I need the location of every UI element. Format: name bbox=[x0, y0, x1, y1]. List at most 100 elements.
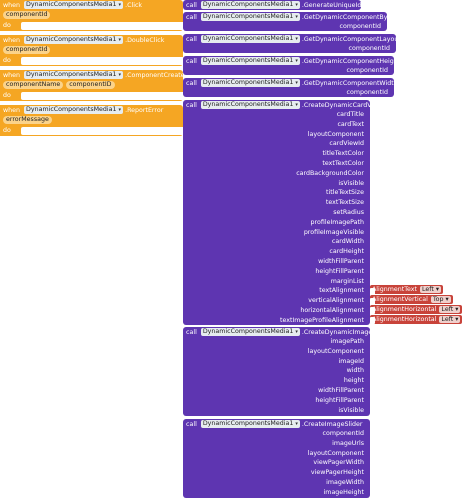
input-socket[interactable] bbox=[370, 209, 375, 217]
input-socket[interactable] bbox=[370, 430, 375, 438]
component-dropdown[interactable]: DynamicComponentsMedia1 ▾ bbox=[24, 71, 124, 79]
input-socket[interactable] bbox=[370, 199, 375, 207]
input-socket[interactable] bbox=[370, 140, 375, 148]
input-socket[interactable] bbox=[370, 358, 375, 365]
call-createimageslider-block[interactable]: call DynamicComponentsMedia1 ▾ .CreateIma… bbox=[183, 419, 370, 498]
component-dropdown[interactable]: DynamicComponentsMedia1 ▾ bbox=[24, 1, 124, 9]
chevron-down-icon: ▾ bbox=[295, 80, 298, 86]
call-getdynamiccomponentlayoutbyid-block[interactable]: call DynamicComponentsMedia1 ▾ .GetDynami… bbox=[183, 34, 415, 53]
event-click-block[interactable]: when DynamicComponentsMedia1 ▾ .Click com… bbox=[0, 0, 183, 31]
input-socket[interactable] bbox=[370, 131, 375, 138]
do-keyword: do bbox=[3, 92, 11, 99]
input-socket[interactable] bbox=[370, 268, 375, 276]
chevron-down-icon: ▾ bbox=[295, 329, 298, 335]
alignment-text-block[interactable]: AlignmentText Left ▾ bbox=[370, 285, 444, 294]
method-name: .GetDynamicComponentWidth bbox=[301, 79, 398, 87]
input-socket[interactable] bbox=[370, 397, 375, 405]
alignment-vertical-block[interactable]: AlignmentVertical Top ▾ bbox=[370, 295, 453, 304]
do-slot[interactable] bbox=[20, 126, 183, 135]
component-dropdown[interactable]: DynamicComponentsMedia1 ▾ bbox=[200, 79, 300, 87]
input-socket[interactable] bbox=[370, 121, 375, 129]
alignment-dropdown[interactable]: Left ▾ bbox=[439, 316, 461, 323]
input-socket[interactable] bbox=[370, 469, 375, 477]
call-createdynamicimage-block[interactable]: call DynamicComponentsMedia1 ▾ .CreateDyn… bbox=[183, 327, 372, 416]
alignment-horizontal-block[interactable]: AlignmentHorizontal Left ▾ bbox=[370, 305, 463, 314]
component-dropdown[interactable]: DynamicComponentsMedia1 ▾ bbox=[200, 328, 300, 336]
component-dropdown[interactable]: DynamicComponentsMedia1 ▾ bbox=[200, 35, 300, 43]
call-getdynamiccomponentheight-block[interactable]: call DynamicComponentsMedia1 ▾ .GetDynami… bbox=[183, 56, 400, 75]
arg-row: isVisible bbox=[183, 179, 370, 189]
input-socket[interactable] bbox=[370, 219, 375, 227]
input-socket[interactable] bbox=[370, 297, 375, 305]
input-socket[interactable] bbox=[370, 229, 375, 236]
arg-row: imageId bbox=[183, 357, 370, 367]
event-param[interactable]: componentId bbox=[3, 11, 51, 19]
component-dropdown[interactable]: DynamicComponentsMedia1 ▾ bbox=[24, 106, 124, 114]
input-socket[interactable] bbox=[370, 170, 375, 178]
input-socket[interactable] bbox=[370, 338, 375, 346]
call-createdynamiccardview-block[interactable]: call DynamicComponentsMedia1 ▾ .CreateDyn… bbox=[183, 100, 382, 325]
arg-row: viewPagerHeight bbox=[183, 468, 370, 478]
input-socket[interactable] bbox=[370, 287, 375, 295]
component-dropdown[interactable]: DynamicComponentsMedia1 ▾ bbox=[200, 420, 300, 428]
alignment-dropdown[interactable]: Top ▾ bbox=[430, 296, 451, 303]
call-keyword: call bbox=[186, 13, 197, 21]
input-socket[interactable] bbox=[370, 248, 375, 256]
input-socket[interactable] bbox=[370, 450, 375, 457]
arg-row: widthFillParent bbox=[183, 386, 370, 396]
arg-label: heightFillParent bbox=[315, 396, 364, 404]
input-socket[interactable] bbox=[396, 44, 401, 51]
input-socket[interactable] bbox=[370, 160, 375, 168]
input-socket[interactable] bbox=[370, 387, 375, 395]
component-dropdown[interactable]: DynamicComponentsMedia1 ▾ bbox=[200, 13, 300, 21]
input-socket[interactable] bbox=[394, 88, 399, 95]
component-dropdown[interactable]: DynamicComponentsMedia1 ▾ bbox=[24, 36, 124, 44]
input-socket[interactable] bbox=[370, 459, 375, 467]
event-param[interactable]: componentName bbox=[3, 81, 64, 89]
event-componentcreated-block[interactable]: when DynamicComponentsMedia1 ▾ .Component… bbox=[0, 70, 189, 101]
do-slot[interactable] bbox=[20, 56, 183, 65]
event-doubleclick-block[interactable]: when DynamicComponentsMedia1 ▾ .DoubleCli… bbox=[0, 35, 183, 66]
input-socket[interactable] bbox=[370, 440, 375, 448]
input-socket[interactable] bbox=[370, 367, 375, 375]
alignment-dropdown[interactable]: Left ▾ bbox=[439, 306, 461, 313]
input-socket[interactable] bbox=[370, 307, 375, 315]
input-socket[interactable] bbox=[370, 180, 375, 187]
arg-row: width bbox=[183, 366, 370, 376]
arg-row: cardText bbox=[183, 120, 370, 130]
call-getdynamiccomponentwidth-block[interactable]: call DynamicComponentsMedia1 ▾ .GetDynami… bbox=[183, 78, 398, 97]
input-socket[interactable] bbox=[370, 111, 375, 119]
do-slot[interactable] bbox=[20, 91, 183, 100]
call-getdynamiccomponentbyid-block[interactable]: call DynamicComponentsMedia1 ▾ .GetDynami… bbox=[183, 12, 393, 31]
input-socket[interactable] bbox=[370, 479, 375, 487]
arg-label: marginList bbox=[330, 277, 364, 285]
event-param[interactable]: componentID bbox=[66, 81, 115, 89]
alignment-dropdown[interactable]: Left ▾ bbox=[420, 286, 442, 293]
component-dropdown[interactable]: DynamicComponentsMedia1 ▾ bbox=[200, 1, 300, 9]
input-socket[interactable] bbox=[370, 258, 375, 266]
input-socket[interactable] bbox=[370, 317, 375, 325]
input-socket[interactable] bbox=[370, 348, 375, 356]
arg-label: viewPagerHeight bbox=[310, 469, 364, 477]
input-socket[interactable] bbox=[370, 489, 375, 497]
do-keyword: do bbox=[3, 127, 11, 134]
input-socket[interactable] bbox=[370, 150, 375, 158]
input-socket[interactable] bbox=[370, 278, 375, 285]
event-reporterror-block[interactable]: when DynamicComponentsMedia1 ▾ .ReportErr… bbox=[0, 105, 183, 136]
component-dropdown[interactable]: DynamicComponentsMedia1 ▾ bbox=[200, 101, 300, 109]
event-param[interactable]: errorMessage bbox=[3, 116, 52, 124]
arg-row: layoutComponent bbox=[183, 130, 370, 140]
call-generateuniqueid-block[interactable]: call DynamicComponentsMedia1 ▾ .GenerateU… bbox=[183, 0, 361, 10]
event-param[interactable]: componentId bbox=[3, 46, 51, 54]
when-keyword: when bbox=[3, 106, 21, 114]
input-socket[interactable] bbox=[370, 189, 375, 197]
method-name: .GetDynamicComponentById bbox=[301, 13, 394, 21]
input-socket[interactable] bbox=[370, 377, 375, 385]
input-socket[interactable] bbox=[370, 238, 375, 246]
component-dropdown[interactable]: DynamicComponentsMedia1 ▾ bbox=[200, 57, 300, 65]
input-socket[interactable] bbox=[387, 22, 392, 29]
alignment-horizontal-block[interactable]: AlignmentHorizontal Left ▾ bbox=[370, 315, 463, 324]
do-slot[interactable] bbox=[20, 21, 183, 30]
input-socket[interactable] bbox=[370, 407, 375, 414]
input-socket[interactable] bbox=[394, 66, 399, 73]
